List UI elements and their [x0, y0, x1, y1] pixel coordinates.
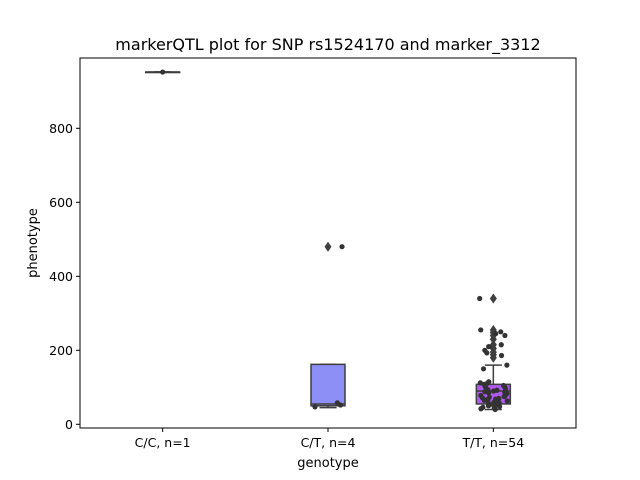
data-point: [486, 390, 492, 396]
data-point: [492, 406, 498, 413]
data-point: [339, 244, 345, 250]
data-point: [160, 69, 166, 75]
data-point: [485, 403, 492, 409]
data-point: [484, 350, 490, 356]
data-point: [486, 344, 492, 350]
box-body: [310, 363, 346, 407]
data-point: [480, 366, 487, 372]
data-point: [498, 342, 504, 348]
data-point: [501, 393, 507, 400]
data-point: [477, 295, 483, 302]
data-point: [502, 332, 508, 339]
data-point: [504, 398, 510, 404]
y-axis-label: phenotype: [26, 208, 41, 278]
data-point: [498, 352, 505, 359]
x-tick-label: C/T, n=4: [301, 435, 356, 450]
y-tick-label: 0: [65, 417, 73, 432]
data-point: [491, 388, 497, 394]
x-axis-label: genotype: [297, 456, 358, 471]
outlier-marker: [324, 241, 332, 252]
y-tick-label: 200: [49, 343, 73, 358]
plot-area: [144, 69, 512, 413]
chart-title: markerQTL plot for SNP rs1524170 and mar…: [115, 35, 540, 55]
data-point: [493, 331, 499, 337]
x-tick-label: C/C, n=1: [135, 435, 191, 450]
data-point: [497, 403, 503, 410]
data-point: [478, 327, 484, 333]
y-tick-label: 800: [49, 121, 73, 136]
data-point: [504, 362, 510, 368]
y-tick-label: 400: [49, 269, 73, 284]
data-point: [478, 406, 484, 412]
data-point: [498, 329, 504, 335]
outlier-marker: [489, 293, 497, 304]
outlier-marker: [489, 339, 497, 350]
y-tick-label: 600: [49, 195, 73, 210]
data-point: [337, 402, 344, 408]
box-group: [310, 241, 346, 409]
x-tick-label: T/T, n=54: [461, 435, 524, 450]
data-point: [312, 404, 318, 410]
